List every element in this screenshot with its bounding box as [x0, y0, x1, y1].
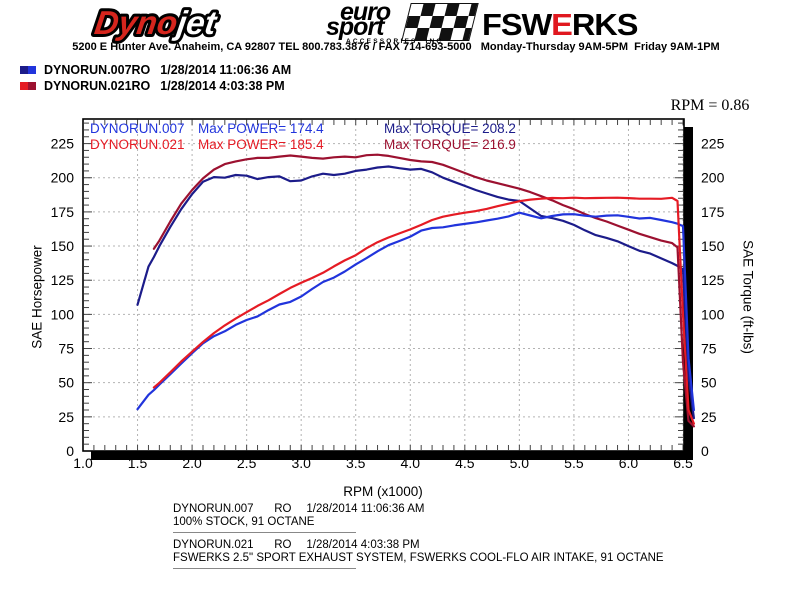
annotation-run007-max-power: Max POWER= 174.4: [198, 121, 324, 136]
run-datetime: 1/28/2014 11:06:36 AM: [306, 503, 425, 515]
run021-torque-swatch-icon: [28, 82, 36, 90]
dynojet-logo: Dynojet: [90, 2, 223, 45]
y-tick-label-left: 150: [51, 238, 75, 254]
checkered-flag-icon: [401, 3, 479, 41]
x-tick-label: 3.0: [291, 455, 311, 471]
x-tick-label: 2.0: [182, 455, 202, 471]
y-tick-label-left: 25: [58, 409, 74, 425]
curve-dynorun021-power: [152, 196, 696, 425]
y-tick-label-right: 150: [701, 238, 725, 254]
annotation-run007-max-torque: Max TORQUE= 208.2: [384, 121, 516, 136]
legend-run-label: DYNORUN.021RO: [44, 79, 151, 93]
y-tick-label-right: 100: [701, 306, 725, 322]
y-tick-label-left: 225: [51, 136, 75, 152]
y-tick-label-right: 175: [701, 204, 725, 220]
y-tick-label-left: 200: [51, 170, 75, 186]
x-tick-label: 1.0: [73, 455, 93, 471]
divider: [173, 568, 356, 569]
run-datetime: 1/28/2014 4:03:38 PM: [306, 539, 420, 551]
run-ro-flag: RO: [274, 503, 292, 515]
run-name: DYNORUN.007: [173, 503, 254, 515]
curve-dynorun021-torque: [152, 153, 696, 428]
run007-torque-swatch-icon: [20, 66, 28, 74]
axis-minor-ticks: [82, 120, 684, 452]
legend-row-dynorun021: DYNORUN.021RO 1/28/2014 4:03:38 PM: [20, 78, 291, 94]
x-axis-title-rpm: RPM (x1000): [343, 484, 423, 499]
divider: [173, 532, 356, 533]
y-tick-label-right: 125: [701, 272, 725, 288]
annotation-run021-name: DYNORUN.021: [90, 137, 185, 152]
run-setup-description: 100% STOCK, 91 OCTANE: [173, 516, 315, 528]
dyno-chart-canvas: 1.0 1.5 2.0 2.5 3.0 3.5 4.0 4.5 5.0 5.5 6.0 6.5 0 0 25…: [51, 118, 725, 471]
shop-address-line: 5200 E Hunter Ave. Anaheim, CA 92807 TEL…: [72, 41, 720, 53]
x-tick-label: 4.5: [455, 455, 475, 471]
run-legend: DYNORUN.007RO 1/28/2014 11:06:36 AM DYNO…: [20, 62, 291, 94]
run-description-row-021: DYNORUN.021 RO 1/28/2014 4:03:38 PM FSWE…: [173, 539, 664, 569]
y-axis-title-torque: SAE Torque (ft-lbs): [740, 240, 756, 354]
x-tick-label: 6.5: [673, 455, 693, 471]
curve-dynorun007-torque: [136, 165, 696, 420]
y-tick-label-right: 50: [701, 375, 717, 391]
run021-power-swatch-icon: [20, 82, 28, 90]
dynojet-logo-text: Dynojet: [92, 5, 220, 42]
y-tick-label-right: 225: [701, 136, 725, 152]
legend-run-label: DYNORUN.007RO: [44, 63, 151, 77]
y-tick-label-left: 100: [51, 306, 75, 322]
dynojet-logo-dyno: Dyno: [92, 5, 180, 42]
annotation-run021-max-torque: Max TORQUE= 216.9: [384, 137, 516, 152]
annotation-run007-name: DYNORUN.007: [90, 121, 185, 136]
y-tick-label-left: 75: [58, 341, 74, 357]
run-name: DYNORUN.021: [173, 539, 254, 551]
frame-shadow: [91, 127, 693, 460]
fswerks-logo-e: E: [551, 7, 573, 42]
y-tick-label-left: 50: [58, 375, 74, 391]
run007-power-swatch-icon: [28, 66, 36, 74]
run-ro-flag: RO: [274, 539, 292, 551]
eurosport-logo: euro sport ACCESSORIES, INC: [318, 0, 486, 46]
y-tick-label-right: 25: [701, 409, 717, 425]
run-description-row-007: DYNORUN.007 RO 1/28/2014 11:06:36 AM 100…: [173, 503, 664, 533]
y-tick-label-left: 125: [51, 272, 75, 288]
y-axis-title-horsepower: SAE Horsepower: [29, 245, 45, 349]
run-setup-description: FSWERKS 2.5" SPORT EXHAUST SYSTEM, FSWER…: [173, 552, 664, 564]
dynojet-logo-jet: jet: [171, 5, 221, 42]
fswerks-logo-rks: RKS: [571, 7, 639, 42]
y-tick-label-left: 0: [66, 443, 74, 459]
x-tick-label: 5.0: [510, 455, 530, 471]
y-tick-label-left: 175: [51, 204, 75, 220]
x-tick-label: 5.5: [564, 455, 584, 471]
x-tick-label: 2.5: [237, 455, 257, 471]
y-tick-label-right: 0: [701, 443, 709, 459]
annotation-run021-max-power: Max POWER= 185.4: [198, 137, 324, 152]
x-tick-label: 6.0: [619, 455, 639, 471]
eurosport-logo-euro: euro: [340, 0, 391, 26]
x-tick-label: 1.5: [128, 455, 148, 471]
plot-frame: [82, 118, 685, 452]
y-tick-label-right: 200: [701, 170, 725, 186]
eurosport-logo-accessories: ACCESSORIES, INC: [346, 38, 444, 45]
eurosport-logo-sport: sport: [326, 13, 384, 41]
fswerks-logo-fsw: FSW: [482, 7, 552, 42]
fswerks-logo: FSWERKS: [482, 7, 639, 43]
legend-run-datetime: 1/28/2014 11:06:36 AM: [160, 63, 292, 77]
run-description-table: DYNORUN.007 RO 1/28/2014 11:06:36 AM 100…: [173, 503, 664, 575]
x-tick-label: 3.5: [346, 455, 366, 471]
rpm-smoothing-factor-label: RPM = 0.86: [670, 97, 750, 114]
curve-dynorun007-power: [136, 211, 696, 412]
legend-run-datetime: 1/28/2014 4:03:38 PM: [160, 79, 285, 93]
gridlines: [83, 119, 684, 451]
x-tick-label: 4.0: [401, 455, 421, 471]
y-tick-label-right: 75: [701, 341, 717, 357]
axis-tick-labels: 1.0 1.5 2.0 2.5 3.0 3.5 4.0 4.5 5.0 5.5 6.0 6.5 0 0 25…: [51, 136, 725, 471]
legend-row-dynorun007: DYNORUN.007RO 1/28/2014 11:06:36 AM: [20, 62, 291, 78]
